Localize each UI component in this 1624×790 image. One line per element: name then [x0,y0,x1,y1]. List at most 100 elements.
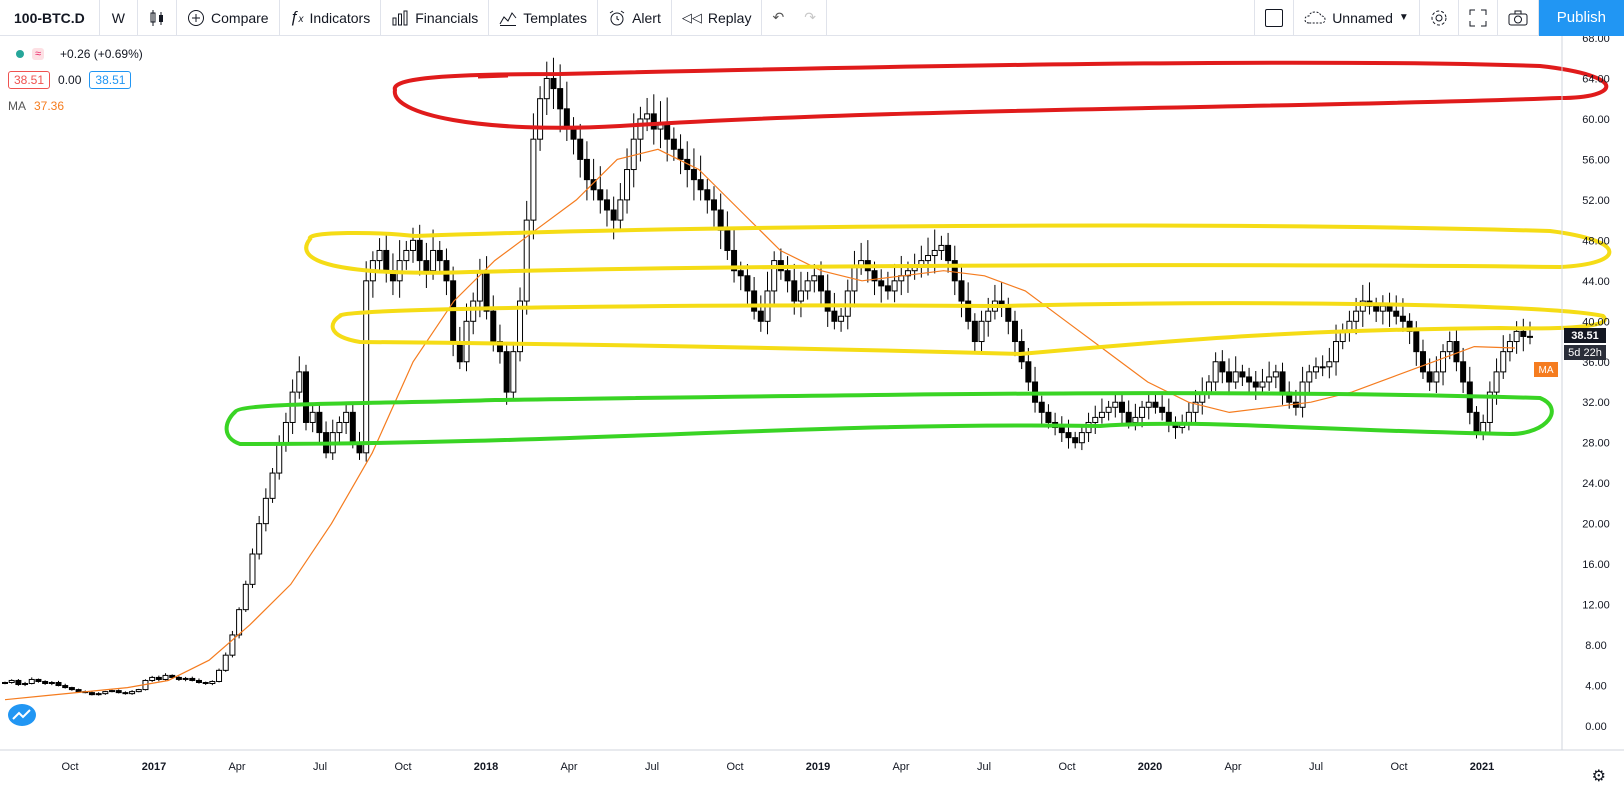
candle-body [537,98,544,140]
candle-body [1513,330,1520,343]
interval-button[interactable]: W [100,0,139,36]
candle-body [102,691,109,695]
price-chart[interactable]: 68.00 64.00 60.00 56.00 52.00 48.00 44.00 40.00… [0,36,1624,790]
candle-body [15,679,22,686]
candle-body [256,523,263,555]
candle-body [209,680,216,685]
candle-body [75,689,82,693]
candle-body [1306,371,1313,383]
x-tick-label: 2019 [806,761,830,773]
candle-body [938,244,945,251]
candle-body [316,411,323,434]
candle-body [878,280,885,287]
candle-body [115,690,122,694]
compare-button[interactable]: Compare [177,0,280,36]
candle-body [1118,401,1125,413]
candle-body [1486,391,1493,423]
red-peak-mark [477,74,509,79]
y-tick-label: 0.00 [1585,721,1606,733]
candle-body [436,249,443,262]
sell-price-box[interactable]: 38.51 [8,71,51,89]
y-tick-label: 44.00 [1582,276,1610,288]
candle-body [811,275,818,282]
candle-body [1212,361,1219,383]
candle-body [182,677,189,680]
candle-body [22,683,29,686]
publish-button[interactable]: Publish [1538,0,1624,36]
layout-name: Unnamed [1332,9,1393,26]
chart-legend: ≈ +0.26 (+0.69%) 38.51 0.00 38.51 MA 37.… [8,44,143,122]
redo-button[interactable]: ↷ [794,0,827,36]
candle-body [1453,341,1460,363]
undo-icon: ↶ [772,9,785,25]
x-tick-label: Jul [645,761,659,773]
candle-body [349,411,356,444]
candle-body [1159,406,1166,413]
red-resistance-ellipse [392,60,1609,130]
alert-button[interactable]: Alert [598,0,672,36]
x-tick-label: Oct [1058,761,1075,773]
annotation-zones [224,60,1612,447]
chart-settings-gear-icon[interactable]: ⚙ [1591,768,1606,785]
candle-body [1192,401,1199,413]
candle-body [784,270,791,282]
ma-tag: MA [1534,362,1558,377]
candle-body [1460,361,1467,383]
snapshot-button[interactable] [1498,0,1539,36]
candle-body [704,189,711,201]
chevron-down-icon: ▼ [1398,12,1409,23]
templates-button[interactable]: Templates [489,0,599,36]
candle-body [289,391,296,423]
chart-style-button[interactable] [138,0,178,36]
candle-body [1072,437,1079,444]
candle-body [884,285,891,292]
indicators-button[interactable]: ƒx Indicators [280,0,382,36]
candle-body [724,229,731,251]
undo-button[interactable]: ↶ [762,0,794,36]
candle-body [670,138,677,150]
financials-button[interactable]: Financials [381,0,490,36]
buy-price-box[interactable]: 38.51 [89,71,132,89]
candle-body [282,421,289,444]
candle-body [1272,371,1279,378]
candle-body [771,260,778,292]
candle-body [931,249,938,257]
candle-body [135,689,142,693]
candle-body [55,681,62,687]
ma-label: MA [8,99,26,113]
symbol-search-button[interactable]: 100-BTC.D [0,0,100,36]
candle-body [797,290,804,302]
candle-body [751,290,758,312]
candle-body [1359,300,1366,312]
candle-body [1011,320,1018,343]
y-tick-label: 8.00 [1585,640,1606,652]
candle-body [503,351,510,393]
financials-label: Financials [415,9,479,26]
candle-body [1018,341,1025,363]
candle-body [122,692,129,695]
candle-body [1312,366,1319,373]
candle-body [1152,401,1159,408]
replay-button[interactable]: ◁◁ Replay [672,0,763,36]
candle-body [664,123,671,140]
x-tick-label: 2021 [1470,761,1494,773]
settings-button[interactable] [1420,0,1459,36]
candle-body [1446,341,1453,353]
candle-body [1319,366,1326,369]
candle-body [824,290,831,312]
tradingview-logo-icon[interactable] [8,704,36,726]
candle-body [490,310,497,343]
candle-body [1098,411,1105,418]
fullscreen-button[interactable] [1459,0,1498,36]
y-tick-label: 60.00 [1582,114,1610,126]
candle-body [690,169,697,181]
layout-button[interactable]: Unnamed ▼ [1294,0,1420,36]
y-tick-label: 20.00 [1582,519,1610,531]
candle-body [1393,310,1400,317]
fullscreen-square-button[interactable] [1254,0,1295,36]
candle-body [1259,381,1266,388]
candle-body [95,693,102,696]
ma-tag-label: MA [1539,365,1554,376]
candle-body [1386,305,1393,312]
y-tick-label: 24.00 [1582,478,1610,490]
